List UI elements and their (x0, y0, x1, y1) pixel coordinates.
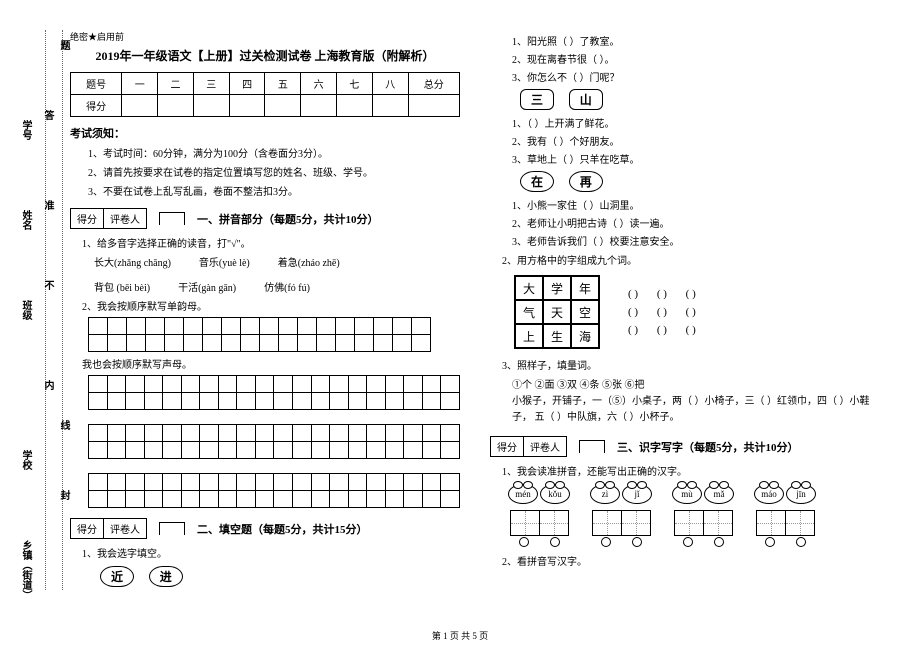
char-option: 近 (100, 566, 134, 587)
measure-words: ①个 ②面 ③双 ④条 ⑤张 ⑥把 (512, 376, 880, 391)
sidebar-label: 线 (56, 420, 71, 430)
fill-blank: 2、老师让小明把古诗（ ）读一遍。 (512, 215, 880, 230)
cloud-unit: mù mǎ (672, 484, 734, 547)
sidebar-label: 封 (56, 490, 71, 500)
pinyin-options: 背包 (bēi bèi) 干活(gàn gān) 仿佛(fó fú) (94, 279, 460, 294)
question: 1、我会选字填空。 (82, 545, 460, 560)
fill-blank: 1、小熊一家住（ ）山洞里。 (512, 197, 880, 212)
person-label: 评卷人 (524, 437, 566, 456)
sidebar-label: 准 (40, 200, 55, 210)
sidebar-label: 答 (40, 110, 55, 120)
answer-grid (88, 424, 460, 459)
score-label: 得分 (71, 519, 104, 538)
section-title: 一、拼音部分（每题5分，共计10分） (197, 211, 379, 227)
badge-row: 在 再 (514, 169, 880, 194)
scorer-row: 得分 评卷人 一、拼音部分（每题5分，共计10分） (70, 208, 460, 229)
fill-blank: 1、（ ）上开满了鲜花。 (512, 115, 880, 130)
person-label: 评卷人 (104, 519, 146, 538)
question: 2、看拼音写汉字。 (502, 553, 880, 568)
scorer-row: 得分 评卷人 二、填空题（每题5分，共计15分） (70, 518, 460, 539)
notice-item: 2、请首先按要求在试卷的指定位置填写您的姓名、班级、学号。 (88, 164, 460, 179)
section-title: 二、填空题（每题5分，共计15分） (197, 521, 368, 537)
notice-head: 考试须知： (70, 125, 460, 141)
answer-grid (88, 375, 460, 410)
fill-sentence: 小猴子，开铺子，一（⑤）小桌子，两（ ）小椅子，三（ ）红领巾，四（ ）小鞋子，… (512, 394, 880, 426)
cloud-unit: zì jǐ (590, 484, 652, 547)
score-blank (159, 212, 185, 225)
question: 1、给多音字选择正确的读音，打"√"。 (82, 235, 460, 250)
badge-row: 近 进 (94, 564, 460, 589)
sidebar-label: 不 (40, 280, 55, 290)
score-table: 题号 一 二 三 四 五 六 七 八 总分 得分 (70, 72, 460, 117)
sidebar-label: 班级 (18, 300, 33, 320)
answer-brackets: ( ) ( ) ( ) ( ) ( ) ( ) ( ) (620, 282, 704, 342)
dotted-line (62, 30, 63, 590)
char-option: 再 (569, 171, 603, 192)
scorer-row: 得分 评卷人 三、识字写字（每题5分，共计10分） (490, 436, 880, 457)
left-column: 绝密★启用前 2019年一年级语文【上册】过关检测试卷 上海教育版（附解析） 题… (70, 30, 460, 589)
sidebar-label: 题 (56, 40, 71, 50)
section-title: 三、识字写字（每题5分，共计10分） (617, 439, 799, 455)
char-option: 在 (520, 171, 554, 192)
fill-blank: 1、阳光照（ ）了教室。 (512, 33, 880, 48)
fill-blank: 3、你怎么不（ ）门呢？ (512, 69, 880, 84)
confidential-label: 绝密★启用前 (70, 30, 460, 43)
sidebar-label: 学号 (18, 120, 33, 140)
right-column: 1、阳光照（ ）了教室。 2、现在离春节很（ ）。 3、你怎么不（ ）门呢？ 三… (490, 30, 880, 589)
pinyin-options: 长大(zhǎng chāng) 音乐(yuè lè) 着急(zháo zhē) (94, 254, 460, 269)
pinyin-clouds: mén kǒu zì jǐ mù mǎ (508, 484, 880, 547)
exam-title: 2019年一年级语文【上册】过关检测试卷 上海教育版（附解析） (70, 47, 460, 64)
char-option: 三 (520, 89, 554, 110)
sidebar-label: 姓名 (18, 210, 33, 230)
question: 我也会按顺序默写声母。 (82, 356, 460, 371)
fill-blank: 2、现在离春节很（ ）。 (512, 51, 880, 66)
score-label: 得分 (71, 209, 104, 228)
char-option: 进 (149, 566, 183, 587)
fill-blank: 3、老师告诉我们（ ）校要注意安全。 (512, 233, 880, 248)
fill-blank: 3、草地上（ ）只羊在吃草。 (512, 151, 880, 166)
row-label: 题号 (71, 73, 122, 95)
person-label: 评卷人 (104, 209, 146, 228)
question: 1、我会读准拼音，还能写出正确的汉字。 (502, 463, 880, 478)
answer-grid (88, 473, 460, 508)
fill-blank: 2、我有（ ）个好朋友。 (512, 133, 880, 148)
question: 3、照样子，填量词。 (502, 357, 880, 372)
row-label: 得分 (71, 95, 122, 117)
notice-item: 1、考试时间：60分钟，满分为100分（含卷面分3分）。 (88, 145, 460, 160)
question: 2、用方格中的字组成九个词。 (502, 252, 880, 267)
cloud-unit: mén kǒu (508, 484, 570, 547)
question: 2、我会按顺序默写单韵母。 (82, 298, 460, 313)
score-label: 得分 (491, 437, 524, 456)
score-blank (579, 440, 605, 453)
notice-item: 3、不要在试卷上乱写乱画，卷面不整洁扣3分。 (88, 183, 460, 198)
score-blank (159, 522, 185, 535)
cloud-unit: máo jīn (754, 484, 816, 547)
badge-row: 三 山 (514, 87, 880, 112)
char-grid: 大 学 年 气 天 空 上 生 海 (514, 275, 600, 349)
sidebar-label: 乡镇（街道） (18, 540, 33, 600)
char-option: 山 (569, 89, 603, 110)
answer-grid (88, 317, 431, 352)
sidebar-label: 内 (40, 380, 55, 390)
page-footer: 第 1 页 共 5 页 (0, 629, 920, 642)
sidebar-label: 学校 (18, 450, 33, 470)
page-content: 绝密★启用前 2019年一年级语文【上册】过关检测试卷 上海教育版（附解析） 题… (0, 0, 920, 609)
binding-sidebar: 乡镇（街道） 封 学校 线 内 班级 不 姓名 准 学号 答 题 (0, 0, 55, 600)
